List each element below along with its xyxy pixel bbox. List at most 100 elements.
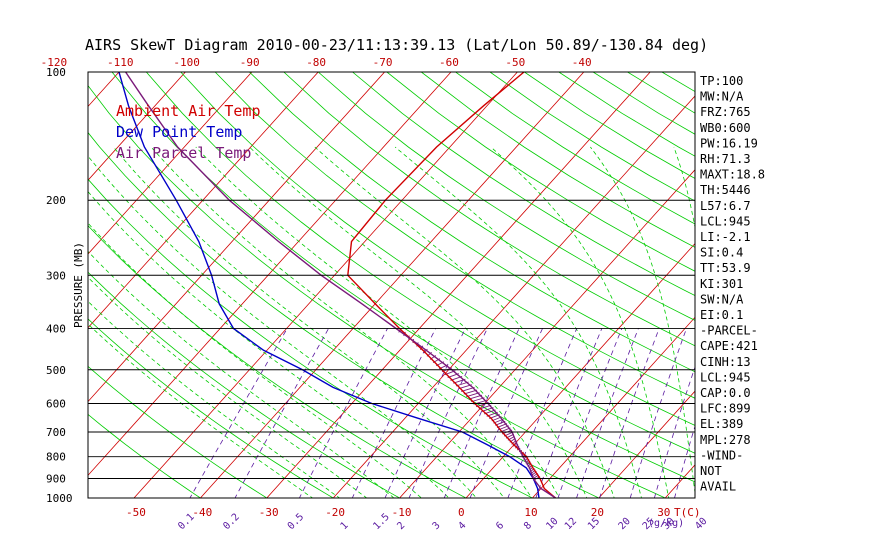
pressure-tick-label: 900	[46, 473, 66, 486]
mixing-ratio-line	[599, 328, 660, 498]
isotherm-line	[133, 72, 518, 498]
mixing-ratio-tick-label: 1.5	[371, 512, 392, 533]
bottom-temp-tick-label: -50	[126, 506, 146, 519]
dry-adiabat-line	[661, 72, 695, 92]
pressure-tick-label: 800	[46, 451, 66, 464]
mixing-ratio-tick-label: 0.5	[286, 512, 307, 533]
isotherm-line	[790, 63, 870, 508]
stat-label: LCL:945	[700, 214, 751, 228]
top-temp-tick-label: -50	[505, 56, 525, 69]
dry-adiabat-line	[88, 178, 534, 498]
mixing-ratio-line	[351, 328, 437, 498]
stat-label: FRZ:765	[700, 105, 751, 119]
pressure-tick-label: 500	[46, 364, 66, 377]
bottom-temp-tick-label: 0	[458, 506, 465, 519]
stat-label: LCL:945	[700, 370, 751, 384]
dry-adiabat-line	[249, 72, 695, 373]
dry-adiabat-line	[214, 72, 695, 399]
stat-label: SW:N/A	[700, 292, 744, 306]
ambient-temp-line	[347, 72, 557, 498]
stat-label: PW:16.19	[700, 136, 758, 150]
isotherm-line	[0, 63, 61, 508]
mixing-ratio-line	[189, 328, 288, 498]
top-temp-tick-label: -70	[373, 56, 393, 69]
stat-label: AVAIL	[700, 480, 736, 494]
moist-adiabat-line	[113, 146, 505, 498]
top-temp-tick-label: -100	[173, 56, 200, 69]
stat-label: TP:100	[700, 74, 743, 88]
stat-label: -WIND-	[700, 448, 743, 462]
dry-adiabat-line	[88, 131, 600, 498]
mixing-ratio-line	[443, 328, 520, 498]
parcel-temp-line	[125, 72, 556, 498]
stat-label: KI:301	[700, 277, 743, 291]
stat-label: EI:0.1	[700, 308, 743, 322]
isotherm-line	[399, 169, 695, 498]
moist-adiabat-line	[490, 146, 670, 498]
dry-adiabat-line	[489, 72, 695, 202]
bottom-temp-tick-label: 10	[524, 506, 537, 519]
mixing-ratio-tick-label: 3	[431, 520, 443, 532]
isotherm-line	[88, 72, 319, 329]
mixing-ratio-tick-label: 6	[494, 520, 506, 532]
stat-label: CAPE:421	[700, 339, 758, 353]
dry-adiabat-line	[180, 72, 695, 426]
mixing-ratio-line	[469, 328, 543, 498]
legend-entry: Ambient Air Temp	[116, 102, 261, 120]
pressure-tick-label: 600	[46, 397, 66, 410]
isotherm-line	[88, 72, 253, 255]
stat-label: TH:5446	[700, 183, 751, 197]
bottom-temp-tick-label: -30	[259, 506, 279, 519]
mixing-ratio-line	[298, 328, 388, 498]
isotherm-line	[88, 72, 120, 108]
mixing-ratio-line	[576, 328, 639, 498]
bottom-temp-unit-label: T(C)	[674, 506, 701, 519]
stat-label: WB0:600	[700, 121, 751, 135]
stat-label: SI:0.4	[700, 246, 743, 260]
mixing-ratio-tick-label: 20	[617, 516, 633, 532]
stat-label: CINH:13	[700, 355, 751, 369]
top-temp-tick-label: -90	[240, 56, 260, 69]
stat-label: LFC:899	[700, 402, 751, 416]
dry-adiabat-line	[834, 72, 870, 507]
mixing-ratio-tick-label: 8	[522, 520, 534, 532]
legend-entry: Air Parcel Temp	[116, 144, 251, 162]
top-temp-tick-label: -120	[41, 56, 68, 69]
stat-label: MW:N/A	[700, 90, 744, 104]
mixing-ratio-line	[408, 328, 488, 498]
y-axis-label: PRESSURE (MB)	[72, 242, 85, 328]
dry-adiabat-line	[317, 72, 695, 321]
pressure-tick-label: 700	[46, 426, 66, 439]
mixing-ratio-tick-label: 0.2	[221, 512, 242, 533]
pressure-tick-label: 400	[46, 322, 66, 335]
bottom-temp-tick-label: 30	[657, 506, 670, 519]
stat-label: MPL:278	[700, 433, 751, 447]
moist-adiabat-line	[88, 155, 478, 498]
bottom-temp-tick-label: 20	[591, 506, 604, 519]
dew-point-line	[118, 72, 540, 498]
stat-label: -PARCEL-	[700, 324, 758, 338]
dry-adiabat-line	[88, 84, 667, 498]
bottom-temp-tick-label: -40	[192, 506, 212, 519]
isotherm-line	[88, 72, 452, 476]
isotherm-line	[598, 390, 695, 498]
dry-adiabat-line	[88, 365, 268, 498]
pressure-tick-label: 200	[46, 194, 66, 207]
mixing-ratio-tick-label: 4	[456, 520, 468, 532]
isotherm-line	[664, 464, 695, 498]
dry-adiabat-line	[352, 72, 695, 297]
dry-adiabat-line	[524, 72, 695, 179]
mixing-ratio-tick-label: 12	[563, 516, 579, 532]
stat-label: CAP:0.0	[700, 386, 751, 400]
pressure-tick-label: 300	[46, 269, 66, 282]
top-temp-tick-label: -60	[439, 56, 459, 69]
bottom-temp-tick-label: -20	[325, 506, 345, 519]
bottom-temp-tick-label: -10	[392, 506, 412, 519]
dry-adiabat-line	[88, 413, 202, 498]
moist-adiabat-line	[150, 146, 533, 498]
dry-adiabat-line	[283, 72, 695, 347]
stat-label: RH:71.3	[700, 152, 751, 166]
dry-adiabat-line	[145, 72, 695, 454]
dry-adiabat-line	[386, 72, 695, 272]
dry-adiabat-line	[799, 72, 870, 507]
